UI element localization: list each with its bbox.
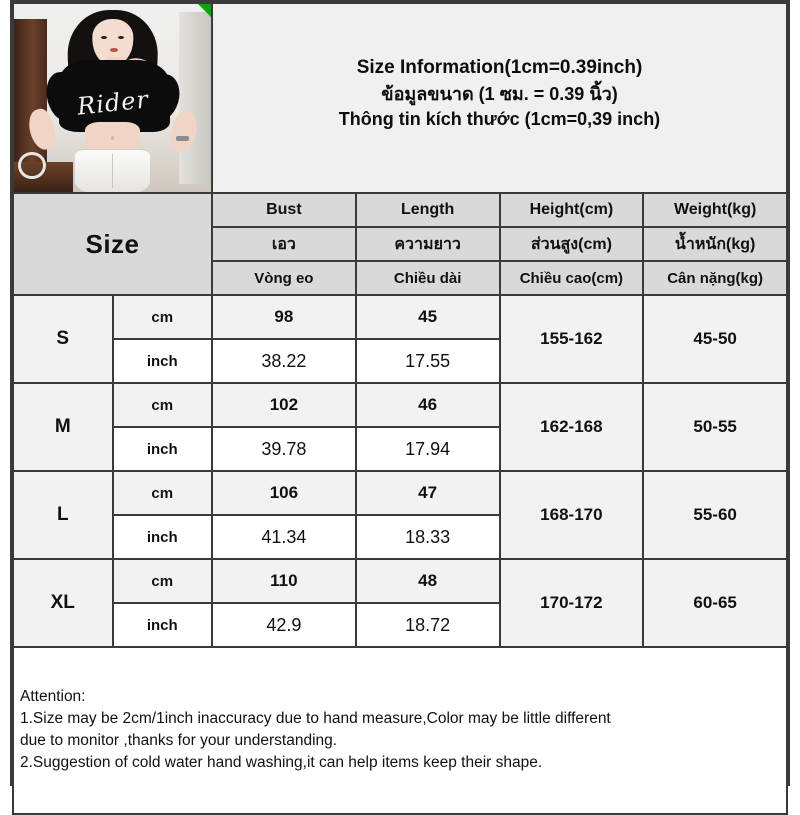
cell-bust-inch-m: 39.78 [211,426,357,472]
cell-weight-s: 45-50 [642,294,788,384]
unit-label-inch: inch [111,338,213,384]
unit-label-inch: inch [111,514,213,560]
table-row: M cm 102 46 162-168 50-55 [12,382,788,472]
header-row-vietnamese: Vòng eo Chiều dài Chiều cao(cm) Cân nặng… [13,260,788,296]
cell-bust-inch-xl: 42.9 [211,602,357,648]
unit-label-cm: cm [111,294,213,340]
cell-length-cm-m: 46 [354,382,501,428]
unit-label-cm: cm [111,558,213,604]
model-wristwatch [175,135,190,142]
attention-line-1: 1.Size may be 2cm/1inch inaccuracy due t… [20,709,611,727]
black-crop-top [59,60,170,132]
cell-length-cm-xl: 48 [354,558,501,604]
header-height-en: Height(cm) [498,192,645,228]
title-line-thai: ข้อมูลขนาด (1 ซม. = 0.39 นิ้ว) [381,83,618,104]
cell-length-inch-s: 17.55 [354,338,501,384]
title-line-vietnamese: Thông tin kích thước (1cm=0,39 inch) [338,109,661,130]
cell-bust-cm-xl: 110 [211,558,357,604]
header-height-vi: Chiều cao(cm) [498,260,645,296]
attention-cell: Attention: 1.Size may be 2cm/1inch inacc… [12,646,788,815]
table-row: inch 42.9 18.72 [13,602,787,648]
header-row-english: Size Bust Length Height(cm) Weight(kg) [12,192,788,296]
cell-bust-cm-s: 98 [211,294,357,340]
header-length-en: Length [354,192,501,228]
headphones-prop [17,152,46,179]
table-row: inch 41.34 18.33 [13,514,787,560]
cell-length-inch-m: 17.94 [354,426,501,472]
cell-weight-m: 50-55 [642,382,788,472]
model-eye-left [100,35,107,39]
header-row-thai: เอว ความยาว ส่วนสูง(cm) น้ำหนัก(kg) [13,226,788,262]
unit-label-inch: inch [111,426,213,472]
cell-weight-l: 55-60 [642,470,788,560]
attention-heading: Attention: [20,687,86,705]
unit-label-cm: cm [111,382,213,428]
shorts-seam [111,154,113,189]
cell-length-inch-xl: 18.72 [354,602,501,648]
chart-title-cell: Size Information(1cm=0.39inch) ข้อมูลขนา… [211,2,788,194]
title-band-row: Rider Size Information(1cm=0.39inch) ข้อ… [12,2,788,194]
cell-length-cm-s: 45 [354,294,501,340]
size-label-xl: XL [12,558,114,648]
title-line-english: Size Information(1cm=0.39inch) [356,56,643,78]
header-bust-en: Bust [211,192,357,228]
cell-bust-inch-s: 38.22 [211,338,357,384]
size-information-table: Rider Size Information(1cm=0.39inch) ข้อ… [12,2,788,815]
model-lips [109,48,118,52]
cell-height-l: 168-170 [498,470,645,560]
table-row: L cm 106 47 168-170 55-60 [12,470,788,560]
product-photo: Rider [15,5,210,191]
cell-height-m: 162-168 [498,382,645,472]
header-bust-th: เอว [211,226,357,262]
model-navel [110,135,115,140]
header-weight-th: น้ำหนัก(kg) [642,226,788,262]
table-row: S cm 98 45 155-162 45-50 [12,294,788,384]
cell-bust-cm-l: 106 [211,470,357,516]
header-bust-vi: Vòng eo [211,260,357,296]
size-label-m: M [12,382,114,472]
header-height-th: ส่วนสูง(cm) [498,226,645,262]
unit-label-inch: inch [111,602,213,648]
size-label-l: L [12,470,114,560]
green-corner-marker-icon [198,5,210,17]
attention-line-3: 2.Suggestion of cold water hand washing,… [20,753,543,771]
cell-weight-xl: 60-65 [642,558,788,648]
size-column-header: Size [12,192,213,296]
cell-length-inch-l: 18.33 [354,514,501,560]
product-photo-cell: Rider [12,2,213,194]
unit-label-cm: cm [111,470,213,516]
cell-height-s: 155-162 [498,294,645,384]
header-length-vi: Chiều dài [354,260,501,296]
table-row: XL cm 110 48 170-172 60-65 [12,558,788,648]
cell-bust-cm-m: 102 [211,382,357,428]
size-chart-sheet: Rider Size Information(1cm=0.39inch) ข้อ… [10,0,790,815]
header-weight-en: Weight(kg) [642,192,788,228]
attention-row: Attention: 1.Size may be 2cm/1inch inacc… [12,646,788,815]
cell-length-cm-l: 47 [354,470,501,516]
table-row: inch 38.22 17.55 [13,338,787,384]
photo-background-panel [179,11,210,185]
size-label-s: S [12,294,114,384]
cell-bust-inch-l: 41.34 [211,514,357,560]
cell-height-xl: 170-172 [498,558,645,648]
model-eye-right [118,35,125,39]
table-row: inch 39.78 17.94 [13,426,787,472]
header-length-th: ความยาว [354,226,501,262]
header-weight-vi: Cân nặng(kg) [642,260,788,296]
attention-line-2: due to monitor ,thanks for your understa… [20,731,338,749]
